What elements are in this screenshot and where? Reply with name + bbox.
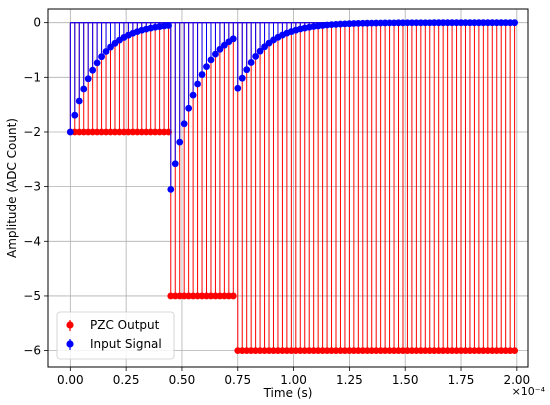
x-tick-label: 0.00 bbox=[57, 373, 84, 387]
input-signal-marker bbox=[252, 52, 260, 60]
y-tick-label: −5 bbox=[23, 289, 41, 303]
input-signal-marker bbox=[207, 56, 215, 64]
x-tick-label: 0.75 bbox=[224, 373, 251, 387]
x-axis-offset: ×10⁻⁴ bbox=[512, 385, 546, 398]
input-signal-marker bbox=[216, 45, 224, 53]
x-tick-label: 0.50 bbox=[169, 373, 196, 387]
input-signal-marker bbox=[511, 19, 519, 27]
x-tick-label: 1.25 bbox=[336, 373, 363, 387]
input-signal-marker bbox=[98, 53, 105, 61]
x-axis-label: Time (s) bbox=[263, 386, 313, 400]
legend-marker-1 bbox=[66, 340, 74, 348]
ticks: 0.00 0.25 0.50 0.75 1.00 1.25 1.50 1.75 2.00 0 −1 −… bbox=[23, 16, 530, 387]
y-tick-label: −3 bbox=[23, 180, 41, 194]
y-tick-label: 0 bbox=[33, 16, 41, 30]
x-tick-label: 2.00 bbox=[503, 373, 530, 387]
input-signal-marker bbox=[93, 59, 101, 67]
legend-label-1: Input Signal bbox=[90, 337, 162, 351]
input-signal-marker bbox=[234, 84, 242, 92]
input-signal-marker bbox=[107, 43, 114, 51]
x-tick-label: 0.25 bbox=[113, 373, 140, 387]
legend-marker-0 bbox=[66, 321, 74, 329]
input-signal-marker bbox=[261, 43, 268, 51]
input-signal-marker bbox=[89, 66, 97, 74]
input-signal-series bbox=[66, 19, 519, 193]
input-signal-marker bbox=[66, 128, 74, 136]
input-signal-marker bbox=[165, 22, 172, 29]
y-axis-label: Amplitude (ADC Count) bbox=[5, 118, 19, 258]
input-signal-marker bbox=[180, 120, 188, 128]
pzc-output-marker bbox=[511, 347, 519, 355]
x-tick-label: 1.50 bbox=[392, 373, 419, 387]
pzc-output-marker bbox=[229, 292, 237, 300]
input-signal-marker bbox=[198, 71, 206, 78]
input-signal-marker bbox=[185, 104, 193, 112]
input-signal-marker bbox=[75, 97, 83, 105]
input-signal-marker bbox=[189, 91, 197, 99]
y-tick-label: −4 bbox=[23, 234, 41, 248]
pzc-output-series bbox=[66, 22, 519, 355]
legend: PZC Output Input Signal bbox=[56, 311, 175, 360]
y-tick-label: −1 bbox=[23, 70, 41, 84]
legend-label-0: PZC Output bbox=[90, 318, 160, 332]
input-signal-marker bbox=[203, 63, 210, 71]
pzc-output-marker bbox=[165, 128, 172, 136]
legend-box bbox=[56, 311, 175, 360]
input-signal-marker bbox=[212, 50, 219, 58]
input-signal-marker bbox=[80, 85, 88, 93]
input-signal-marker bbox=[171, 160, 179, 168]
input-signal-marker bbox=[194, 80, 201, 88]
input-signal-marker bbox=[229, 35, 237, 43]
input-signal-marker bbox=[102, 48, 110, 55]
input-signal-marker bbox=[243, 66, 251, 74]
input-signal-marker bbox=[84, 75, 92, 83]
input-signal-marker bbox=[247, 59, 255, 66]
input-signal-marker bbox=[256, 47, 264, 55]
input-signal-marker bbox=[167, 185, 175, 193]
axes-frame bbox=[47, 8, 529, 368]
input-signal-marker bbox=[176, 138, 184, 146]
input-signal-marker bbox=[71, 111, 79, 119]
x-tick-label: 1.00 bbox=[280, 373, 307, 387]
x-tick-label: 1.75 bbox=[448, 373, 475, 387]
input-signal-marker bbox=[238, 74, 246, 82]
y-tick-label: −2 bbox=[23, 125, 41, 139]
y-tick-label: −6 bbox=[23, 344, 41, 358]
